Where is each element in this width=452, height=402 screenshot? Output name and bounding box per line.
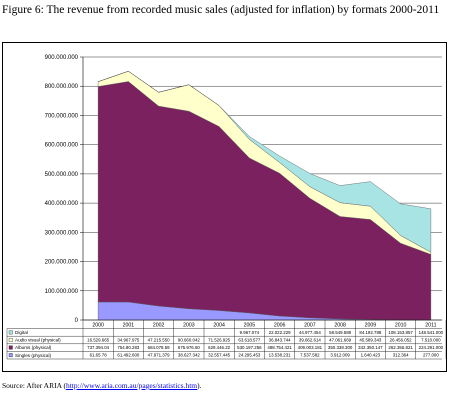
x-tick-label-2011: 2011 xyxy=(425,322,436,328)
source-link[interactable]: http://www.aria.com.au/pages/statistics.… xyxy=(65,381,198,390)
table-cell: 277.000 xyxy=(423,353,439,358)
table-cell: 530.197.256 xyxy=(237,345,262,350)
x-tick-label-2005: 2005 xyxy=(244,322,256,328)
table-cell: 63.618.577 xyxy=(238,338,261,343)
y-tick-label-0: 0 xyxy=(75,318,79,324)
table-cell: 34.967.975 xyxy=(117,338,140,343)
source-suffix: ). xyxy=(197,381,202,390)
table-cell: 342.350.147 xyxy=(358,345,383,350)
y-axis: 0 100.000.000 200.000.000 300.000.000 400.00… xyxy=(45,55,84,324)
table-cell: 737.394.04 xyxy=(87,345,110,350)
legend-label-2: Albums (physical) xyxy=(15,345,52,350)
table-cell: 47.215.550 xyxy=(148,338,171,343)
x-tick-label-2007: 2007 xyxy=(304,322,316,328)
table-cell: 16.529.665 xyxy=(87,338,110,343)
y-tick-label-7: 700.000.000 xyxy=(45,113,79,119)
table-cell: 45.589.343 xyxy=(359,338,382,343)
table-cell: 58.549.588 xyxy=(329,330,352,335)
y-tick-label-9: 900.000.000 xyxy=(45,55,79,61)
table-cell: 108.153.857 xyxy=(388,330,413,335)
table-cell: 9.967.074 xyxy=(240,330,260,335)
table-cell: 675.976.60 xyxy=(178,345,201,350)
legend-label-0: Digital xyxy=(15,330,28,335)
table-cell: 754.80.283 xyxy=(117,345,140,350)
table-cell: 312.364 xyxy=(393,353,409,358)
table-cell: 44.977.454 xyxy=(299,330,322,335)
legend-label-1: Audio visual (physical) xyxy=(15,338,61,343)
table-cell: 7.537.582 xyxy=(300,353,320,358)
y-tick-label-8: 800.000.000 xyxy=(45,84,79,90)
y-tick-label-1: 100.000.000 xyxy=(45,289,79,295)
legend-swatch-3 xyxy=(8,353,13,358)
table-cell: 84.192.788 xyxy=(359,330,382,335)
table-cell: 262.355.821 xyxy=(388,345,413,350)
y-tick-label-6: 600.000.000 xyxy=(45,143,79,149)
table-cell: 47.061.669 xyxy=(329,338,352,343)
table-cell: 7.510.000 xyxy=(421,338,441,343)
table-cell: 224.291.000 xyxy=(419,345,444,350)
y-tick-label-4: 400.000.000 xyxy=(45,201,79,207)
x-tick-label-2000: 2000 xyxy=(92,322,104,328)
y-tick-label-3: 300.000.000 xyxy=(45,230,79,236)
chart-frame: 0 100.000.000 200.000.000 300.000.000 400.00… xyxy=(2,42,447,372)
table-cell: 71.526.925 xyxy=(208,338,231,343)
data-table: 2000 2001 2002 2003 2004 2005 2006 2007 2008 2009… xyxy=(6,320,446,360)
table-cell: 90.660.042 xyxy=(178,338,201,343)
table-cell: 61.492.600 xyxy=(117,353,140,358)
x-tick-label-2004: 2004 xyxy=(213,322,225,328)
table-cell: 26.456.052 xyxy=(390,338,413,343)
table-cell: 47.971.379 xyxy=(148,353,171,358)
figure-caption: Figure 6: The revenue from recorded musi… xyxy=(2,4,440,16)
y-tick-label-2: 200.000.000 xyxy=(45,260,79,266)
x-tick-label-2003: 2003 xyxy=(183,322,195,328)
area-digital xyxy=(98,70,432,253)
table-cell: 1.640.423 xyxy=(361,353,381,358)
x-tick-label-2002: 2002 xyxy=(153,322,165,328)
x-tick-label-2009: 2009 xyxy=(365,322,377,328)
x-tick-label-2001: 2001 xyxy=(123,322,135,328)
table-cell: 488.754.421 xyxy=(267,345,292,350)
table-cell: 684.078.59 xyxy=(148,345,171,350)
table-cell: 36.843.744 xyxy=(269,338,292,343)
table-cell: 38.627.342 xyxy=(178,353,201,358)
source-prefix: Source: After ARIA ( xyxy=(2,381,66,390)
table-cell: 350.338.300 xyxy=(328,345,353,350)
legend-swatch-2 xyxy=(8,345,13,350)
legend-swatch-0 xyxy=(8,330,13,335)
table-cell: 61.65 78 xyxy=(90,353,108,358)
table-cell: 24.295.453 xyxy=(238,353,261,358)
x-tick-label-2008: 2008 xyxy=(334,322,346,328)
legend-label-3: Singles (physical) xyxy=(15,353,51,358)
table-cell: 148.541.000 xyxy=(419,330,444,335)
x-tick-label-2006: 2006 xyxy=(274,322,286,328)
stacked-area-chart: 0 100.000.000 200.000.000 300.000.000 400.00… xyxy=(6,43,446,360)
table-cell: 39.662.614 xyxy=(299,338,322,343)
source-note: Source: After ARIA (http://www.aria.com.… xyxy=(2,381,448,390)
table-cell: 629.446.22 xyxy=(208,345,231,350)
legend-swatch-1 xyxy=(8,338,13,342)
y-tick-label-5: 500.000.000 xyxy=(45,172,79,178)
table-cell: 3.912.009 xyxy=(330,353,350,358)
table-cell: 13.538.231 xyxy=(269,353,292,358)
area-series xyxy=(83,70,442,321)
table-cell: 32.557.445 xyxy=(208,353,231,358)
table-cell: 22.022.229 xyxy=(269,330,292,335)
table-cell: 409.003.181 xyxy=(298,345,323,350)
x-tick-label-2010: 2010 xyxy=(395,322,407,328)
